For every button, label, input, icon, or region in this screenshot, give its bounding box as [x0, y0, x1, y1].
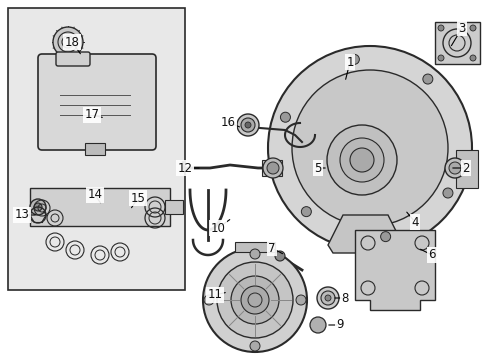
Text: 1: 1 [346, 55, 353, 68]
Circle shape [30, 199, 46, 215]
Circle shape [437, 25, 443, 31]
Circle shape [274, 251, 285, 261]
Circle shape [309, 317, 325, 333]
Polygon shape [327, 215, 402, 253]
Circle shape [320, 291, 334, 305]
Circle shape [230, 276, 279, 324]
Text: 5: 5 [314, 162, 321, 175]
Polygon shape [354, 230, 434, 310]
Text: 9: 9 [336, 319, 343, 332]
Text: 14: 14 [87, 189, 102, 202]
Circle shape [437, 55, 443, 61]
Circle shape [448, 162, 460, 174]
Text: 11: 11 [207, 288, 222, 302]
Circle shape [349, 148, 373, 172]
Circle shape [316, 287, 338, 309]
Text: 10: 10 [210, 221, 225, 234]
Text: 17: 17 [84, 108, 99, 122]
FancyBboxPatch shape [38, 54, 156, 150]
Text: 12: 12 [177, 162, 192, 175]
Circle shape [237, 114, 259, 136]
Circle shape [203, 248, 306, 352]
Bar [30, 188, 170, 226]
Circle shape [249, 341, 260, 351]
Circle shape [380, 231, 390, 242]
Bar [85, 143, 105, 155]
Circle shape [339, 138, 383, 182]
Circle shape [203, 295, 214, 305]
Circle shape [241, 286, 268, 314]
Circle shape [326, 125, 396, 195]
Text: 3: 3 [457, 22, 465, 35]
Bar [262, 160, 282, 176]
Text: 6: 6 [427, 248, 435, 261]
Text: 4: 4 [410, 216, 418, 229]
Circle shape [249, 249, 260, 259]
Circle shape [295, 295, 305, 305]
Circle shape [267, 46, 471, 250]
Circle shape [266, 162, 279, 174]
Bar [8, 8, 184, 290]
Text: 8: 8 [341, 292, 348, 305]
Circle shape [469, 55, 475, 61]
Circle shape [325, 295, 330, 301]
Circle shape [291, 70, 447, 226]
Bar [235, 242, 274, 252]
Circle shape [53, 27, 83, 57]
Circle shape [244, 122, 250, 128]
Circle shape [442, 188, 452, 198]
Bar [164, 200, 183, 214]
Text: 2: 2 [461, 162, 469, 175]
Circle shape [263, 158, 283, 178]
Bar [455, 150, 477, 188]
Circle shape [280, 112, 290, 122]
Bar [434, 22, 479, 64]
Circle shape [217, 262, 292, 338]
Text: 15: 15 [130, 192, 145, 204]
Text: 7: 7 [268, 242, 275, 255]
Text: 16: 16 [220, 116, 235, 129]
Circle shape [241, 118, 254, 132]
Circle shape [34, 203, 42, 211]
FancyBboxPatch shape [56, 52, 90, 66]
Text: 13: 13 [15, 208, 29, 221]
Circle shape [444, 158, 464, 178]
Text: 18: 18 [64, 36, 79, 49]
Circle shape [301, 207, 311, 217]
Circle shape [422, 74, 432, 84]
Circle shape [348, 54, 359, 64]
Circle shape [469, 25, 475, 31]
